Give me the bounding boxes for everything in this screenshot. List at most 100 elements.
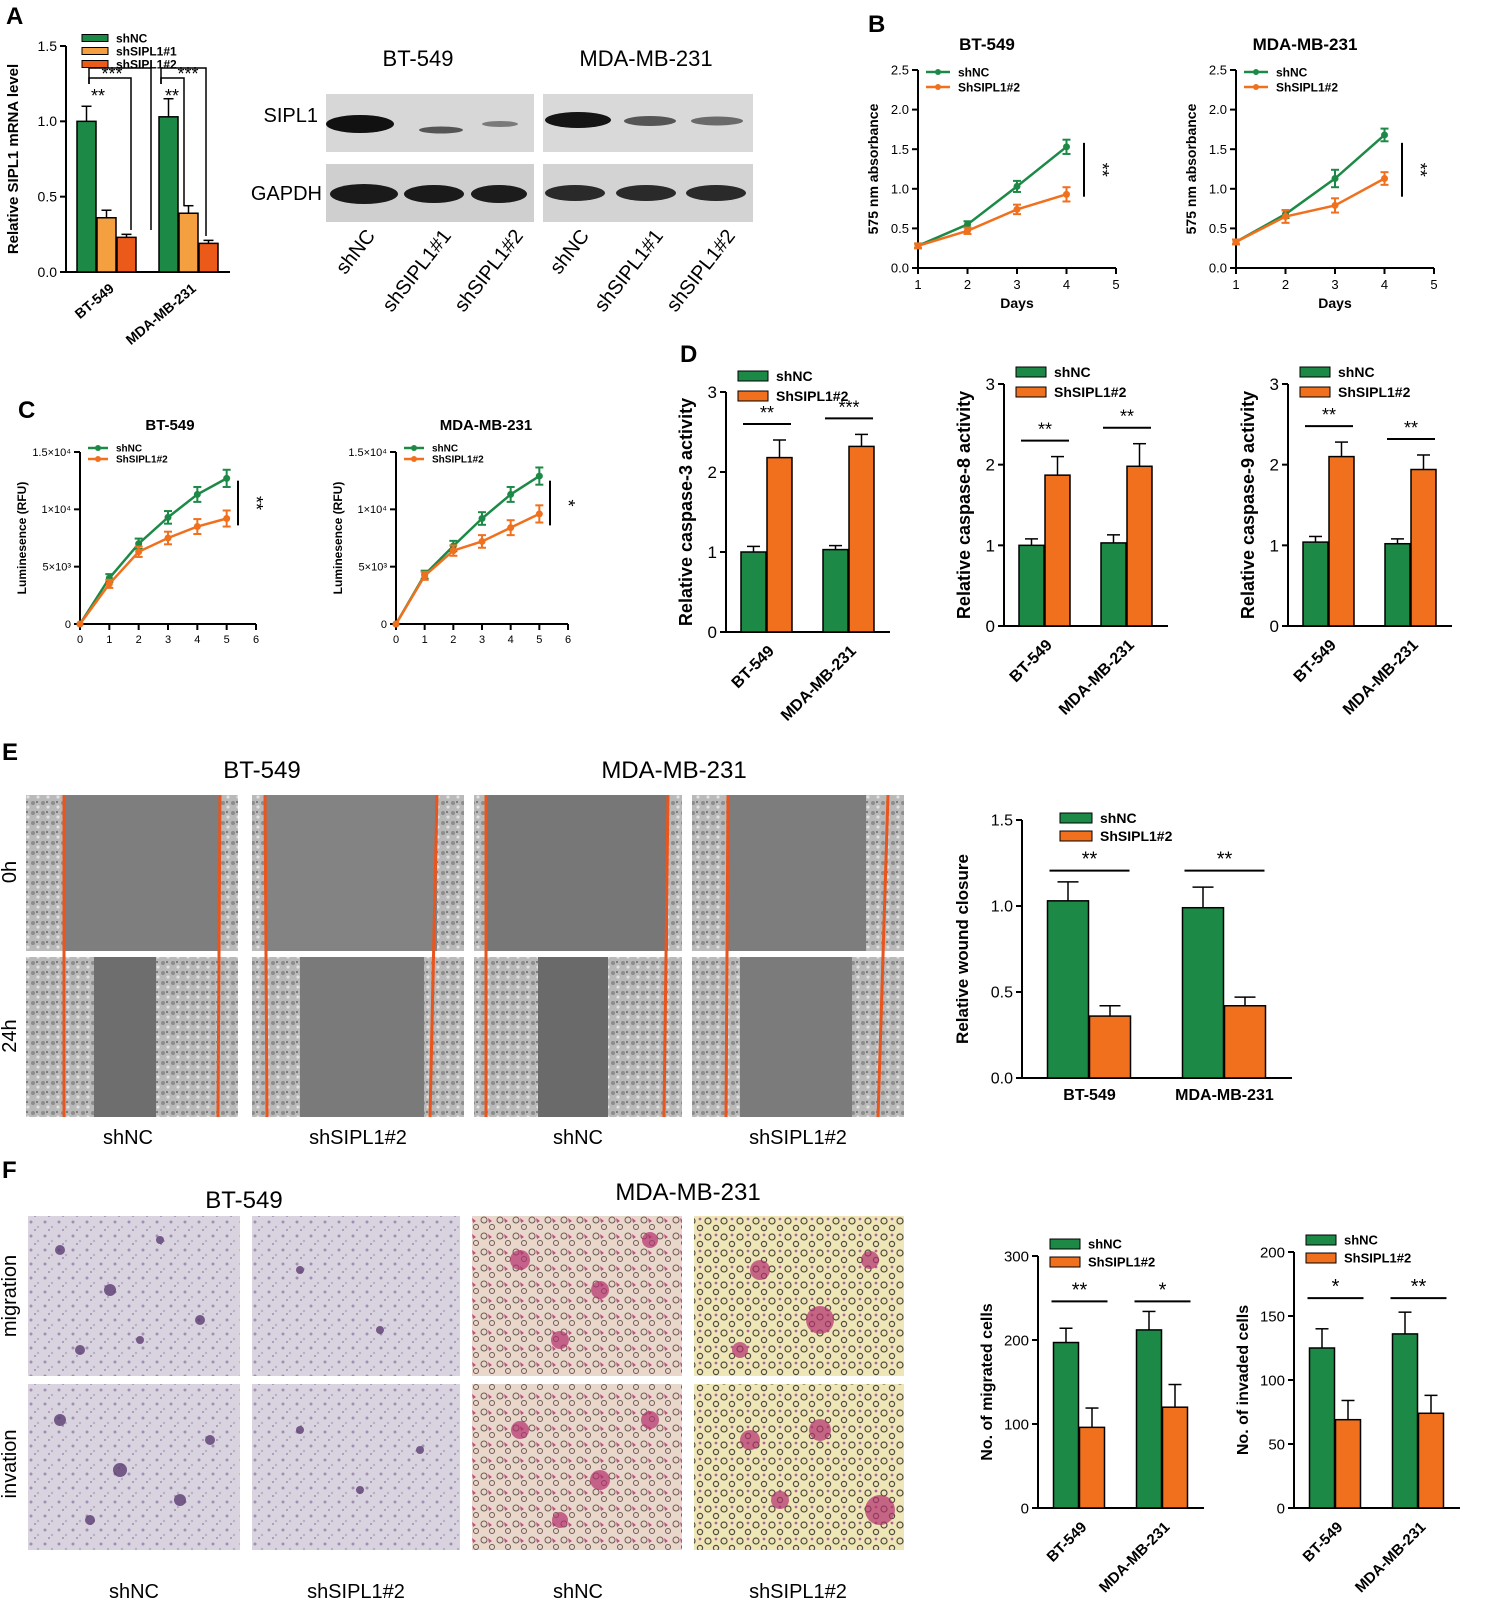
y-tick-label: 0.0 <box>38 264 58 280</box>
x-tick-label: 4 <box>1381 277 1388 292</box>
legend-swatch <box>1059 830 1093 842</box>
bar <box>822 548 849 633</box>
legend-label: shNC <box>1338 364 1375 380</box>
significance-bracket <box>88 67 152 230</box>
x-tick-label: 4 <box>1063 277 1070 292</box>
legend-label: ShSIPL1#2 <box>958 80 1020 94</box>
x-axis-label: Days <box>1000 295 1034 311</box>
series-line <box>917 145 1068 247</box>
y-axis-label: Relative caspase-8 activity <box>954 391 974 619</box>
y-tick-label: 3 <box>986 375 995 394</box>
data-point <box>1013 182 1021 190</box>
bar <box>1078 1426 1106 1509</box>
data-point <box>1331 175 1339 183</box>
micrograph <box>252 1216 460 1376</box>
data-point <box>223 515 231 523</box>
micrograph <box>28 1384 240 1550</box>
data-point <box>105 580 113 588</box>
data-point <box>1282 213 1289 221</box>
significance-label: ** <box>165 86 179 106</box>
f-title-bt549: BT-549 <box>205 1187 282 1214</box>
y-tick-label: 0.5 <box>891 221 909 236</box>
x-category-label: MDA-MB-231 <box>778 643 860 725</box>
panel-letter-c: C <box>18 397 35 424</box>
x-category-label: BT-549 <box>1044 1519 1091 1566</box>
series-line <box>394 475 541 625</box>
wound-gap <box>265 795 437 951</box>
data-point <box>1381 175 1388 183</box>
legend-label: ShSIPL1#2 <box>1276 80 1338 94</box>
y-tick-label: 1×10⁴ <box>357 504 387 516</box>
chart-e-wound-closure: 0.0 0.5 1.0 1.5 Relative wound closure BT-549… <box>953 810 1292 1104</box>
blot-lane-label: shSIPL1#1 <box>378 226 456 317</box>
y-axis-label: Relative SIPL1 mRNA level <box>5 64 22 254</box>
data-point <box>135 548 143 556</box>
y-tick-label: 3 <box>1270 375 1279 394</box>
bar <box>178 212 199 273</box>
legend-swatch <box>1059 812 1093 824</box>
y-tick-label: 5×10³ <box>359 562 388 574</box>
chart-d-caspase3: 0 1 2 3 Relative caspase-3 activity BT-549 MDA… <box>676 368 890 725</box>
bar <box>740 551 767 633</box>
x-category-label: BT-549 <box>1063 1087 1116 1104</box>
micrograph <box>252 1384 460 1550</box>
data-point <box>478 537 486 545</box>
y-axis-label: No. of invaded cells <box>1235 1305 1252 1455</box>
y-tick-label: 1 <box>708 543 717 562</box>
blot-lane-label: shNC <box>546 226 594 279</box>
y-tick-label: 1.5 <box>991 813 1013 830</box>
significance-bracket <box>160 67 207 236</box>
bar <box>96 217 117 273</box>
x-tick-label: 4 <box>508 634 514 646</box>
bar <box>1044 474 1071 627</box>
y-tick-label: 1.0 <box>38 113 58 129</box>
significance-label: *** <box>177 64 198 84</box>
series-line <box>78 517 227 625</box>
bar <box>1088 1015 1132 1079</box>
y-tick-label: 0.0 <box>991 1071 1013 1088</box>
x-tick-label: 5 <box>1430 277 1437 292</box>
significance-label: ** <box>1082 849 1098 871</box>
blot-lane-label: shSIPL1#1 <box>590 226 668 317</box>
data-point <box>1381 131 1388 139</box>
y-axis-label: 575 nm absorbance <box>865 103 881 234</box>
micrograph <box>472 1384 682 1550</box>
y-tick-label: 3 <box>708 383 717 402</box>
x-category-label: MDA-MB-231 <box>1175 1087 1274 1104</box>
bar <box>1046 900 1090 1079</box>
data-point <box>1331 201 1339 209</box>
x-category-label: MDA-MB-231 <box>1056 637 1138 719</box>
x-category-label: MDA-MB-231 <box>1352 1519 1429 1596</box>
chart-title: BT-549 <box>959 35 1015 54</box>
y-tick-label: 0.5 <box>38 189 58 205</box>
bar <box>1302 541 1329 627</box>
x-category-label: MDA-MB-231 <box>1340 637 1422 719</box>
panel-letter-d: D <box>680 341 697 368</box>
y-tick-label: 1.0 <box>1209 181 1227 196</box>
significance-label: ** <box>1038 420 1052 440</box>
bar <box>1126 465 1153 627</box>
x-category-label: BT-549 <box>1291 637 1340 686</box>
y-tick-label: 2.0 <box>1209 102 1227 117</box>
bar <box>766 456 793 633</box>
y-tick-label: 1 <box>1270 536 1279 555</box>
f-col-label: shNC <box>109 1581 159 1603</box>
y-tick-label: 0 <box>381 619 387 631</box>
legend-marker <box>95 456 101 462</box>
chart-c-mda-luminescence: 0 5×10³ 1×10⁴ 1.5×10⁴ Luminesence (RFU) 0 1 2 3 4… <box>331 417 578 646</box>
blot-band <box>482 121 518 127</box>
legend-swatch <box>1299 366 1331 378</box>
x-tick-label: 2 <box>450 634 456 646</box>
x-tick-label: 5 <box>536 634 542 646</box>
y-tick-label: 2 <box>986 456 995 475</box>
y-axis-label: Luminesence (RFU) <box>331 482 345 595</box>
y-tick-label: 0 <box>65 619 71 631</box>
legend-label: shNC <box>958 65 990 79</box>
blot-lane-label: shSIPL1#2 <box>662 226 740 317</box>
significance-label: ** <box>246 496 266 510</box>
y-tick-label: 100 <box>1004 1416 1029 1433</box>
significance-label: *** <box>101 64 122 84</box>
y-tick-label: 50 <box>1268 1436 1285 1453</box>
data-point <box>164 513 172 521</box>
